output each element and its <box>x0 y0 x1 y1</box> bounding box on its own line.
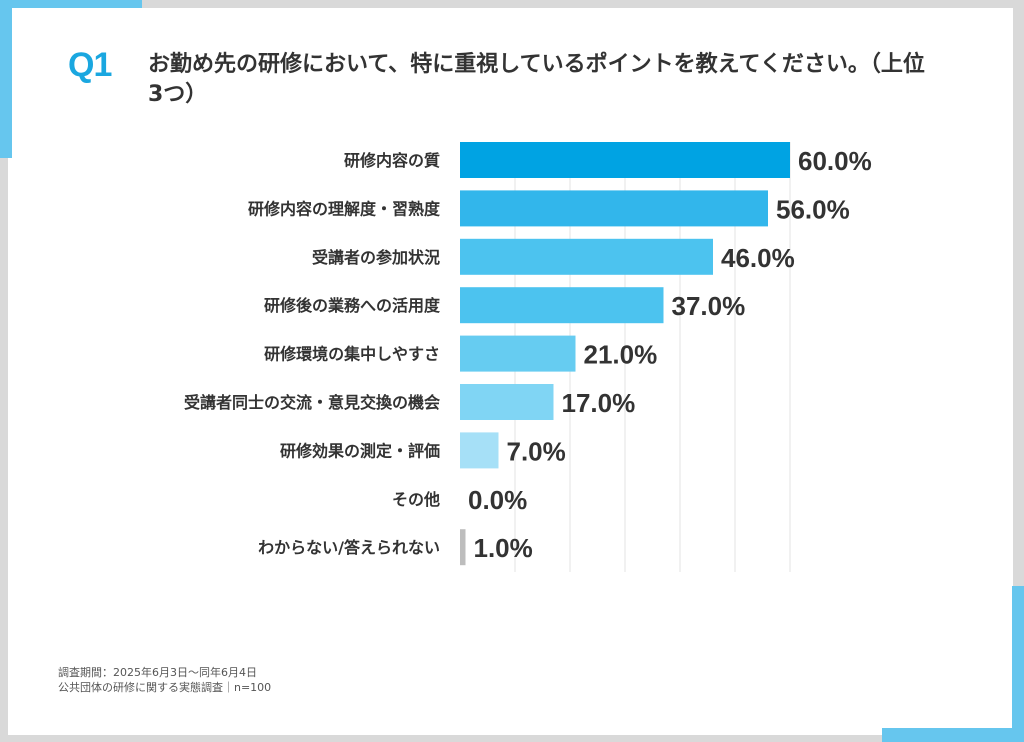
corner-accent-left <box>0 0 12 158</box>
survey-source: 公共団体の研修に関する実態調査｜n=100 <box>58 681 272 694</box>
question-text: お勤め先の研修において、特に重視しているポイントを教えてください。（上位3つ） <box>148 52 925 107</box>
value-label: 1.0% <box>474 533 533 563</box>
bar <box>460 335 576 372</box>
value-label: 46.0% <box>721 243 795 273</box>
value-label: 0.0% <box>468 485 527 515</box>
question-number: Q1 <box>68 46 112 84</box>
category-label: 研修後の業務への活用度 <box>264 296 441 315</box>
corner-accent-right <box>1012 586 1024 742</box>
corner-accent-top-left <box>0 0 142 8</box>
value-label: 7.0% <box>507 436 566 466</box>
category-label: 研修内容の質 <box>344 151 440 170</box>
category-label: わからない/答えられない <box>258 538 440 557</box>
value-label: 37.0% <box>672 291 746 321</box>
value-label: 56.0% <box>776 194 850 224</box>
value-label: 21.0% <box>584 340 658 370</box>
category-label: 受講者の参加状況 <box>312 248 440 267</box>
survey-period: 調査期間：2025年6月3日〜同年6月4日 <box>58 666 257 679</box>
category-label: 研修内容の理解度・習熟度 <box>248 199 441 218</box>
bar <box>460 287 664 324</box>
bar <box>460 238 713 275</box>
category-label: 受講者同士の交流・意見交換の機会 <box>184 393 440 412</box>
value-label: 60.0% <box>798 146 872 176</box>
bar <box>460 432 499 469</box>
bar <box>460 142 790 178</box>
bar <box>460 190 768 227</box>
corner-accent-bottom-right <box>882 728 1024 742</box>
bar <box>460 384 554 420</box>
value-label: 17.0% <box>562 388 636 418</box>
category-label: その他 <box>392 490 440 509</box>
category-label: 研修効果の測定・評価 <box>280 441 440 460</box>
bar <box>460 529 466 566</box>
category-label: 研修環境の集中しやすさ <box>264 345 440 364</box>
